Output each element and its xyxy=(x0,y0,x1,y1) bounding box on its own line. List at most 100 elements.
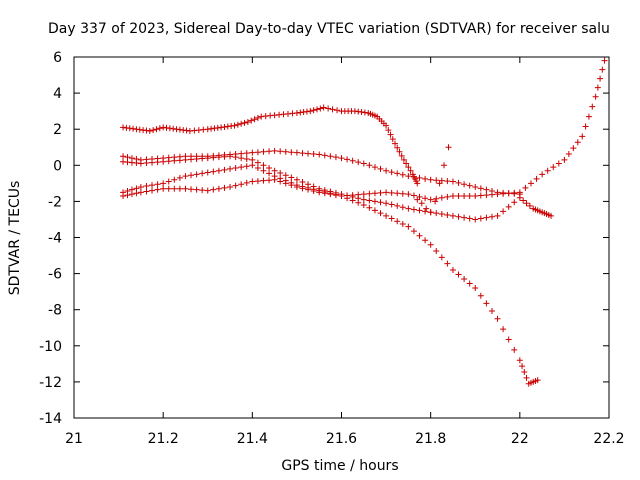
data-point xyxy=(483,300,490,307)
data-point xyxy=(227,183,234,190)
data-point xyxy=(544,167,551,174)
data-point xyxy=(405,205,412,212)
data-point xyxy=(154,186,161,193)
data-point xyxy=(371,198,378,205)
data-point xyxy=(234,121,241,128)
data-point xyxy=(574,139,581,146)
series-track-a xyxy=(120,104,421,187)
data-point xyxy=(500,326,507,333)
data-point xyxy=(366,190,373,197)
data-point xyxy=(327,153,334,160)
data-point xyxy=(160,185,167,192)
data-point xyxy=(344,156,351,163)
data-point xyxy=(422,195,429,202)
data-point xyxy=(472,183,479,190)
data-point xyxy=(422,237,429,244)
data-point xyxy=(427,196,434,203)
data-point xyxy=(466,192,473,199)
data-point xyxy=(282,180,289,187)
data-point xyxy=(398,152,405,159)
data-point xyxy=(227,165,234,172)
data-point xyxy=(399,220,406,227)
data-point xyxy=(154,159,161,166)
data-point xyxy=(254,165,261,172)
data-point xyxy=(396,148,403,155)
data-point xyxy=(414,196,421,203)
data-point xyxy=(444,260,451,267)
data-point xyxy=(143,160,150,167)
data-point xyxy=(433,177,440,184)
data-point xyxy=(227,153,234,160)
data-point xyxy=(182,185,189,192)
x-tick-label: 22.2 xyxy=(593,431,624,447)
data-point xyxy=(238,164,245,171)
data-point xyxy=(388,201,395,208)
data-point xyxy=(243,150,250,157)
data-point xyxy=(271,167,278,174)
data-point xyxy=(561,156,568,163)
data-point xyxy=(321,190,328,197)
y-tick-label: -12 xyxy=(39,375,62,391)
data-point xyxy=(432,198,439,205)
data-point xyxy=(455,271,462,278)
x-tick-label: 22 xyxy=(511,431,529,447)
data-point xyxy=(385,127,392,134)
data-point xyxy=(260,177,267,184)
plot-frame xyxy=(73,56,610,419)
data-point xyxy=(215,167,222,174)
data-point xyxy=(334,107,341,114)
data-point xyxy=(260,167,267,174)
data-point xyxy=(204,187,211,194)
data-point xyxy=(383,189,390,196)
data-point xyxy=(461,181,468,188)
data-point xyxy=(400,156,407,163)
data-point xyxy=(188,172,195,179)
data-point xyxy=(154,181,161,188)
data-point xyxy=(266,177,273,184)
data-point xyxy=(585,113,592,120)
data-point xyxy=(394,202,401,209)
data-point xyxy=(137,160,144,167)
data-point xyxy=(344,192,351,199)
data-point xyxy=(494,191,501,198)
data-point xyxy=(307,108,314,115)
data-point xyxy=(444,193,451,200)
data-point xyxy=(251,116,258,123)
data-point xyxy=(416,207,423,214)
y-tick-label: -2 xyxy=(48,194,62,210)
data-point xyxy=(418,200,425,207)
data-point xyxy=(199,155,206,162)
data-point xyxy=(366,197,373,204)
data-point xyxy=(176,157,183,164)
data-point xyxy=(371,190,378,197)
data-point xyxy=(472,285,479,292)
data-point xyxy=(438,211,445,218)
data-point xyxy=(238,120,245,127)
data-point xyxy=(377,199,384,206)
data-point xyxy=(410,192,417,199)
data-point xyxy=(271,147,278,154)
chart-title: Day 337 of 2023, Sidereal Day-to-day VTE… xyxy=(48,21,610,37)
data-point xyxy=(221,153,228,160)
data-point xyxy=(243,179,250,186)
data-point xyxy=(548,212,555,219)
data-point xyxy=(444,178,451,185)
data-point xyxy=(483,186,490,193)
data-point xyxy=(387,131,394,138)
data-point xyxy=(383,122,390,129)
data-point xyxy=(494,315,501,322)
data-point xyxy=(565,151,572,158)
data-point xyxy=(299,185,306,192)
data-point xyxy=(416,232,423,239)
data-point xyxy=(317,105,324,112)
data-point xyxy=(143,183,150,190)
data-point xyxy=(282,172,289,179)
data-point xyxy=(165,158,172,165)
data-point xyxy=(477,292,484,299)
data-point xyxy=(165,185,172,192)
data-point xyxy=(516,194,523,201)
data-point xyxy=(516,357,523,364)
data-point xyxy=(243,155,250,162)
data-point xyxy=(204,155,211,162)
data-point xyxy=(511,346,518,353)
